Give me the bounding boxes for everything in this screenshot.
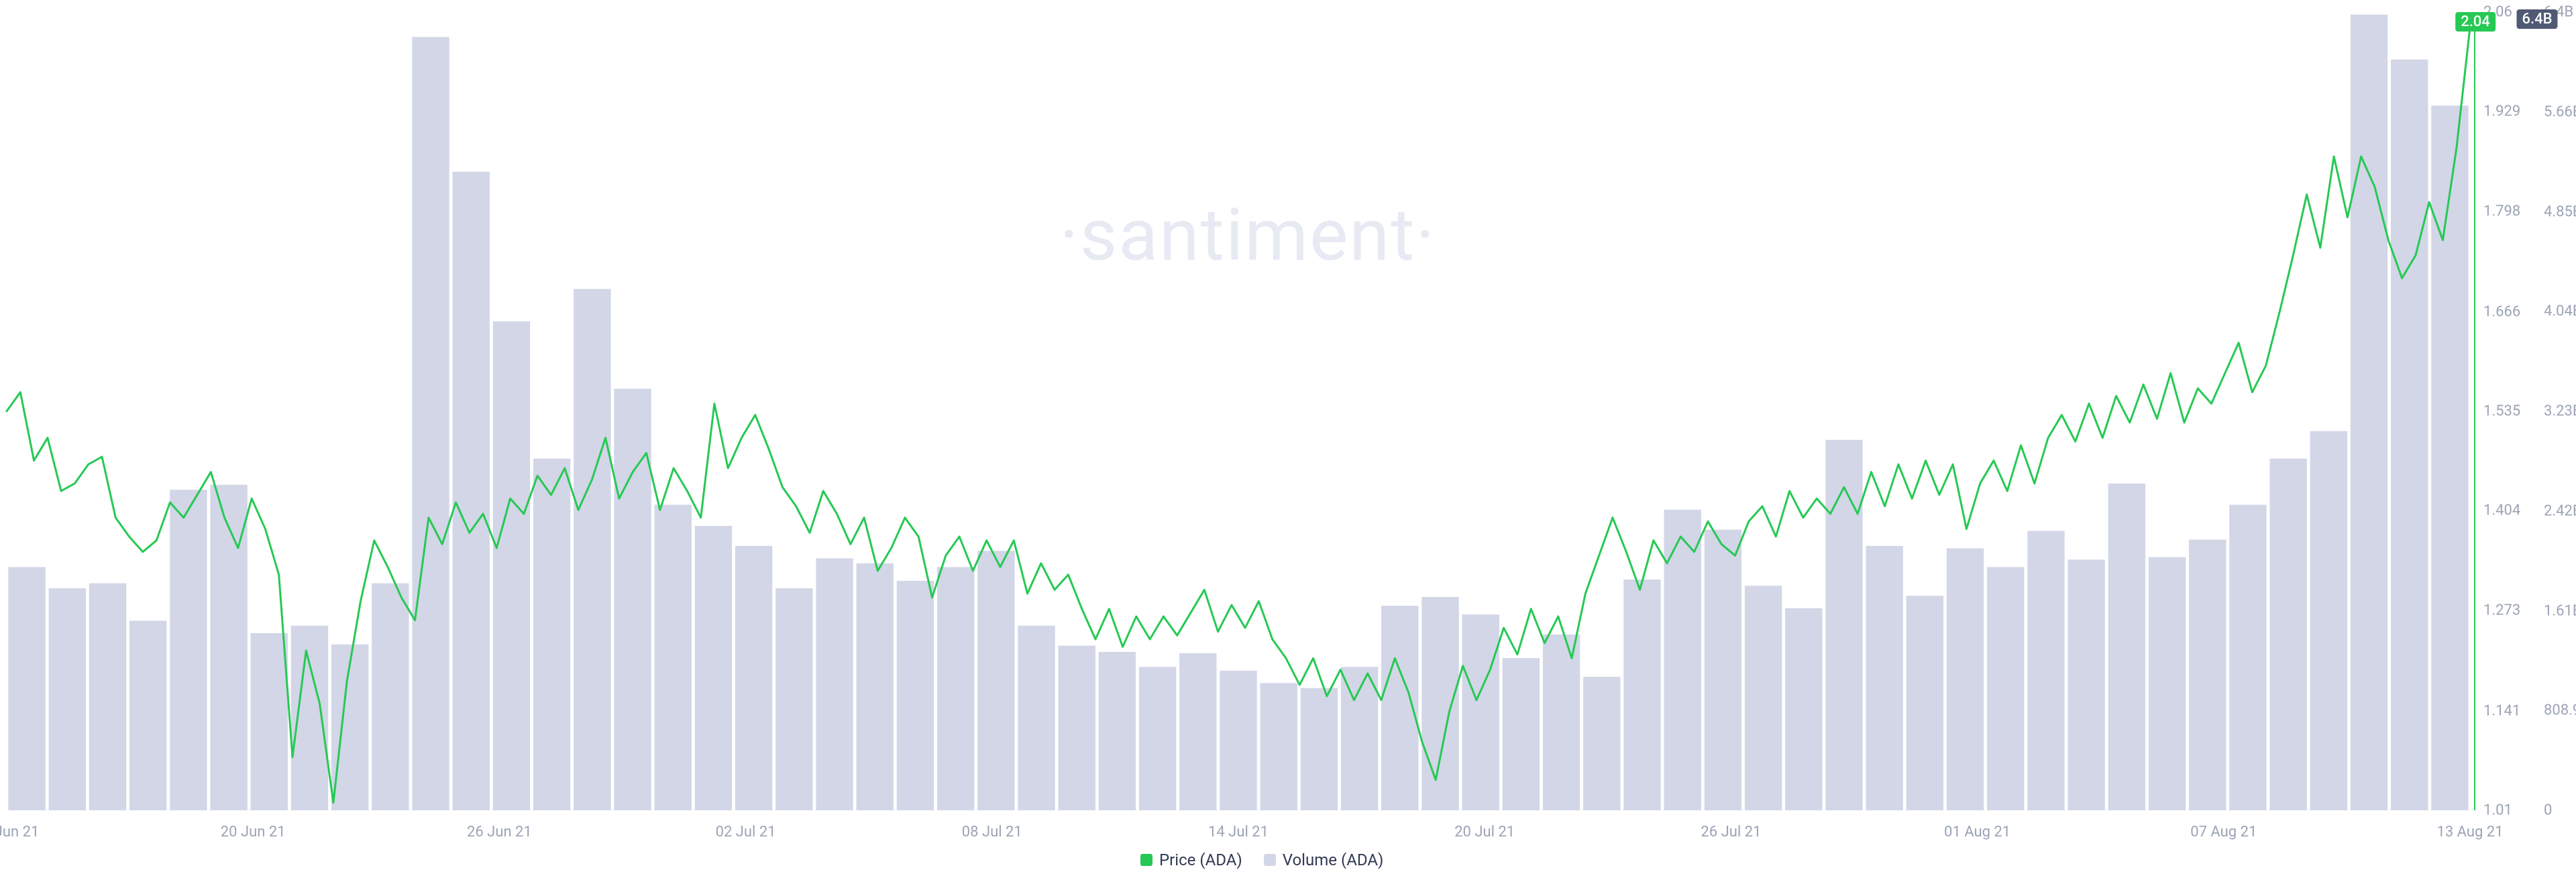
- x-tick-label: 01 Aug 21: [1944, 824, 2010, 840]
- x-tick-label: 08 Jul 21: [962, 824, 1022, 840]
- y-price-tick-label: 1.273: [2483, 602, 2520, 618]
- y-volume-tick-label: 5.66B: [2544, 103, 2576, 120]
- price-axis-line: [2474, 12, 2475, 810]
- x-tick-label: 20 Jun 21: [221, 824, 286, 840]
- price-volume-chart: ·santiment· 14 Jun 2120 Jun 2126 Jun 210…: [0, 0, 2576, 872]
- x-tick-label: 14 Jun 21: [0, 824, 39, 840]
- legend-swatch-volume: [1264, 854, 1276, 866]
- x-tick-label: 13 Aug 21: [2436, 824, 2503, 840]
- x-tick-label: 07 Aug 21: [2190, 824, 2257, 840]
- x-tick-label: 26 Jun 21: [467, 824, 532, 840]
- legend-label-price: Price (ADA): [1159, 851, 1242, 869]
- y-price-tick-label: 1.798: [2483, 203, 2520, 219]
- legend-item-volume[interactable]: Volume (ADA): [1264, 851, 1384, 869]
- y-volume-tick-label: 2.42B: [2544, 502, 2576, 519]
- x-tick-label: 26 Jul 21: [1701, 824, 1761, 840]
- y-price-tick-label: 1.535: [2483, 403, 2520, 420]
- y-volume-tick-label: 808.92M: [2544, 702, 2576, 719]
- volume-current-badge: 6.4B: [2516, 9, 2557, 29]
- y-volume-tick-label: 4.04B: [2544, 303, 2576, 320]
- y-price-tick-label: 1.404: [2483, 502, 2520, 519]
- legend: Price (ADA) Volume (ADA): [1140, 851, 1383, 869]
- y-volume-tick-label: 4.85B: [2544, 203, 2576, 220]
- x-tick-label: 02 Jul 21: [716, 824, 776, 840]
- chart-svg: [0, 0, 2576, 872]
- x-tick-label: 20 Jul 21: [1454, 824, 1515, 840]
- x-tick-label: 14 Jul 21: [1208, 824, 1269, 840]
- y-volume-tick-label: 0: [2544, 802, 2552, 819]
- price-current-badge: 2.04: [2455, 12, 2496, 32]
- legend-label-volume: Volume (ADA): [1283, 851, 1384, 869]
- y-price-tick-label: 1.141: [2483, 702, 2520, 719]
- y-volume-tick-label: 3.23B: [2544, 403, 2576, 420]
- legend-item-price[interactable]: Price (ADA): [1140, 851, 1242, 869]
- y-price-tick-label: 1.666: [2483, 303, 2520, 320]
- y-volume-tick-label: 1.61B: [2544, 602, 2576, 619]
- y-price-tick-label: 1.929: [2483, 103, 2520, 120]
- legend-swatch-price: [1140, 854, 1152, 866]
- y-price-tick-label: 1.01: [2483, 802, 2512, 819]
